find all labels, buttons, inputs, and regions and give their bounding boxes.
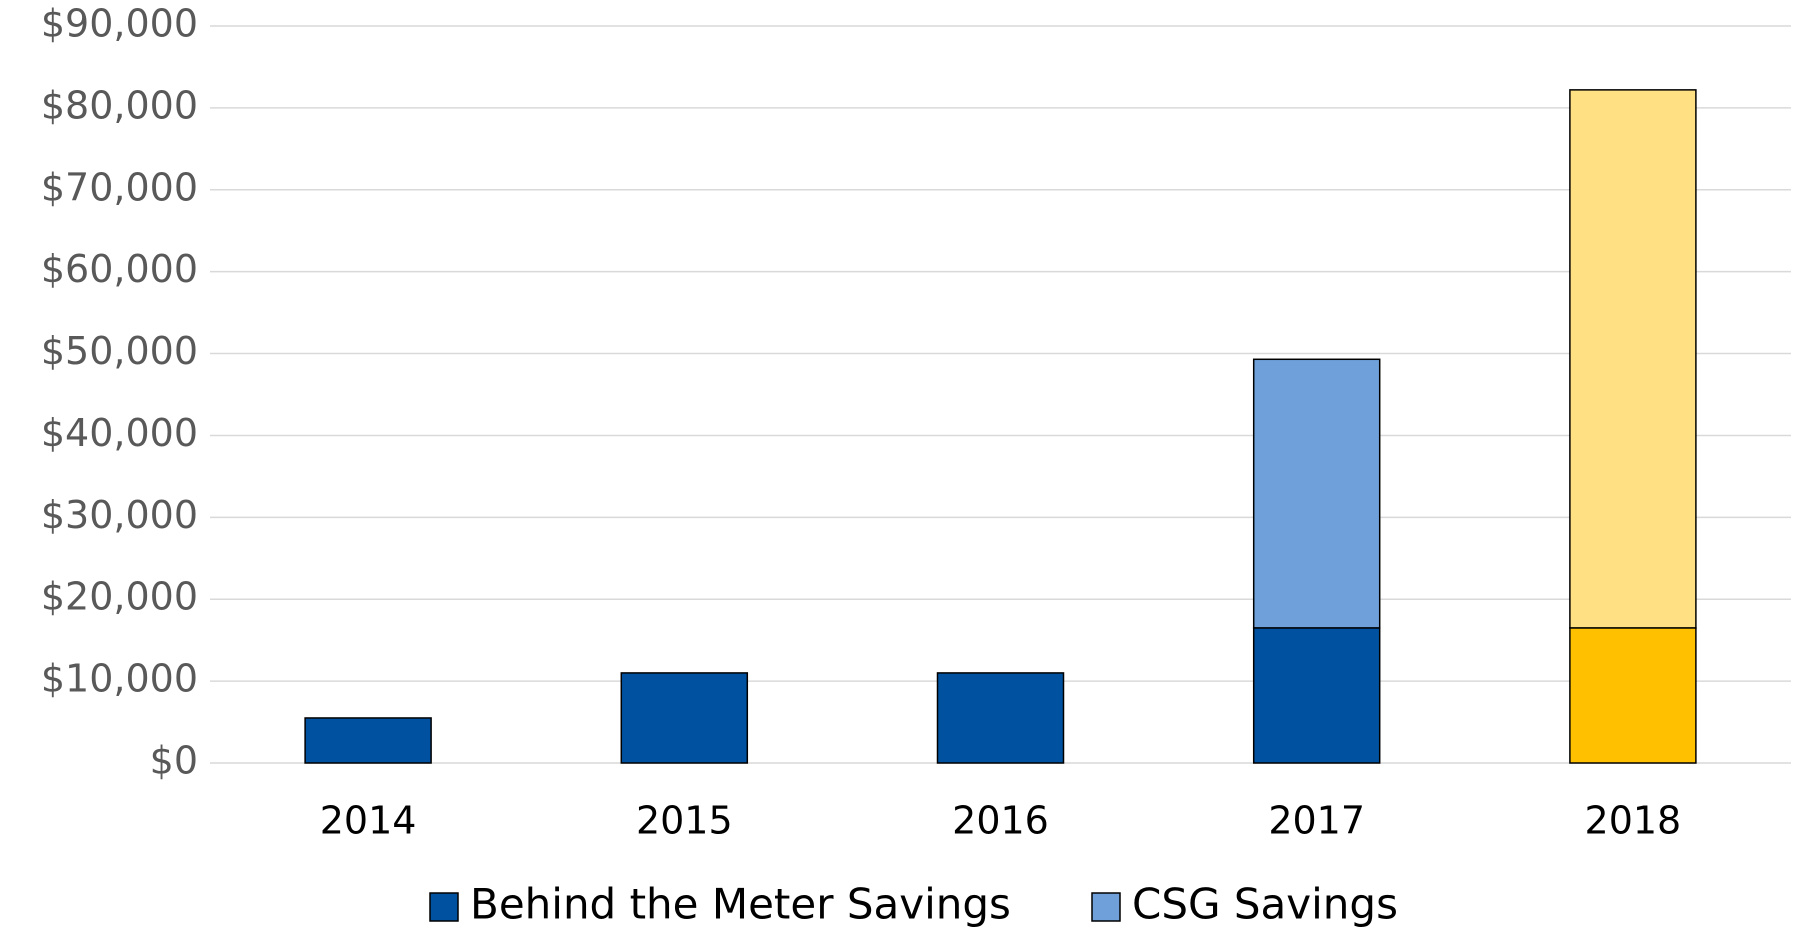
y-tick-label: $80,000 <box>41 83 198 127</box>
y-tick-label: $90,000 <box>41 2 198 46</box>
bar-segment <box>1252 358 1381 629</box>
bar-segment <box>1569 89 1697 629</box>
y-tick-label: $40,000 <box>41 411 198 455</box>
bar-segment <box>936 672 1065 764</box>
y-tick-label: $0 <box>150 739 198 783</box>
bar-segment <box>1569 627 1697 764</box>
legend-label: Behind the Meter Savings <box>470 880 1011 929</box>
legend-swatch <box>429 892 459 922</box>
y-tick-label: $30,000 <box>41 493 198 537</box>
y-tick-label: $60,000 <box>41 247 198 291</box>
legend-swatch <box>1091 892 1121 922</box>
y-tick-label: $70,000 <box>41 165 198 209</box>
legend-label: CSG Savings <box>1132 880 1398 929</box>
x-tick-label: 2018 <box>1585 799 1682 843</box>
x-tick-label: 2017 <box>1268 799 1365 843</box>
y-tick-label: $20,000 <box>41 575 198 619</box>
x-tick-label: 2016 <box>952 799 1049 843</box>
x-tick-label: 2015 <box>636 799 733 843</box>
bar-segment <box>304 717 432 764</box>
bar-segment <box>620 672 749 764</box>
bar-segment <box>1252 627 1381 764</box>
y-tick-label: $10,000 <box>41 657 198 701</box>
x-tick-label: 2014 <box>320 799 417 843</box>
y-tick-label: $50,000 <box>41 329 198 373</box>
